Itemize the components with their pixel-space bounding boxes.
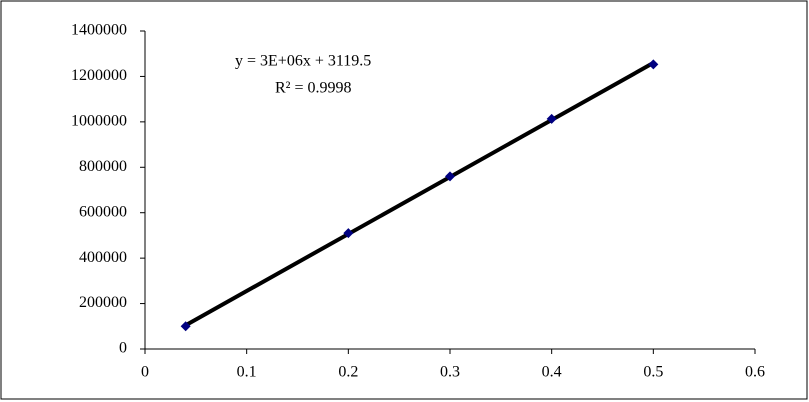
y-tick-label: 0: [119, 340, 127, 357]
equation: y = 3E+06x + 3119.5: [235, 53, 371, 70]
x-tick-label: 0.2: [338, 364, 358, 381]
marker: [343, 228, 354, 239]
x-tick-label: 0: [141, 364, 149, 381]
r-squared: R² = 0.9998: [275, 80, 352, 97]
y-tick-label: 600000: [79, 203, 127, 220]
marker: [546, 113, 557, 124]
marker: [648, 59, 659, 70]
y-tick-label: 1400000: [71, 22, 127, 39]
trendline: [184, 61, 655, 327]
x-tick-label: 0.6: [745, 364, 765, 381]
x-tick-label: 0.1: [237, 364, 257, 381]
x-tick-label: 0.5: [643, 364, 663, 381]
x-tick-label: 0.3: [440, 364, 460, 381]
marker: [180, 321, 191, 332]
y-tick-label: 400000: [79, 249, 127, 266]
marker: [445, 171, 455, 182]
y-tick-label: 1000000: [71, 113, 127, 130]
y-tick-label: 1200000: [71, 67, 127, 84]
x-tick-label: 0.4: [542, 364, 562, 381]
y-tick-label: 200000: [79, 294, 127, 311]
y-tick-label: 800000: [79, 158, 127, 175]
